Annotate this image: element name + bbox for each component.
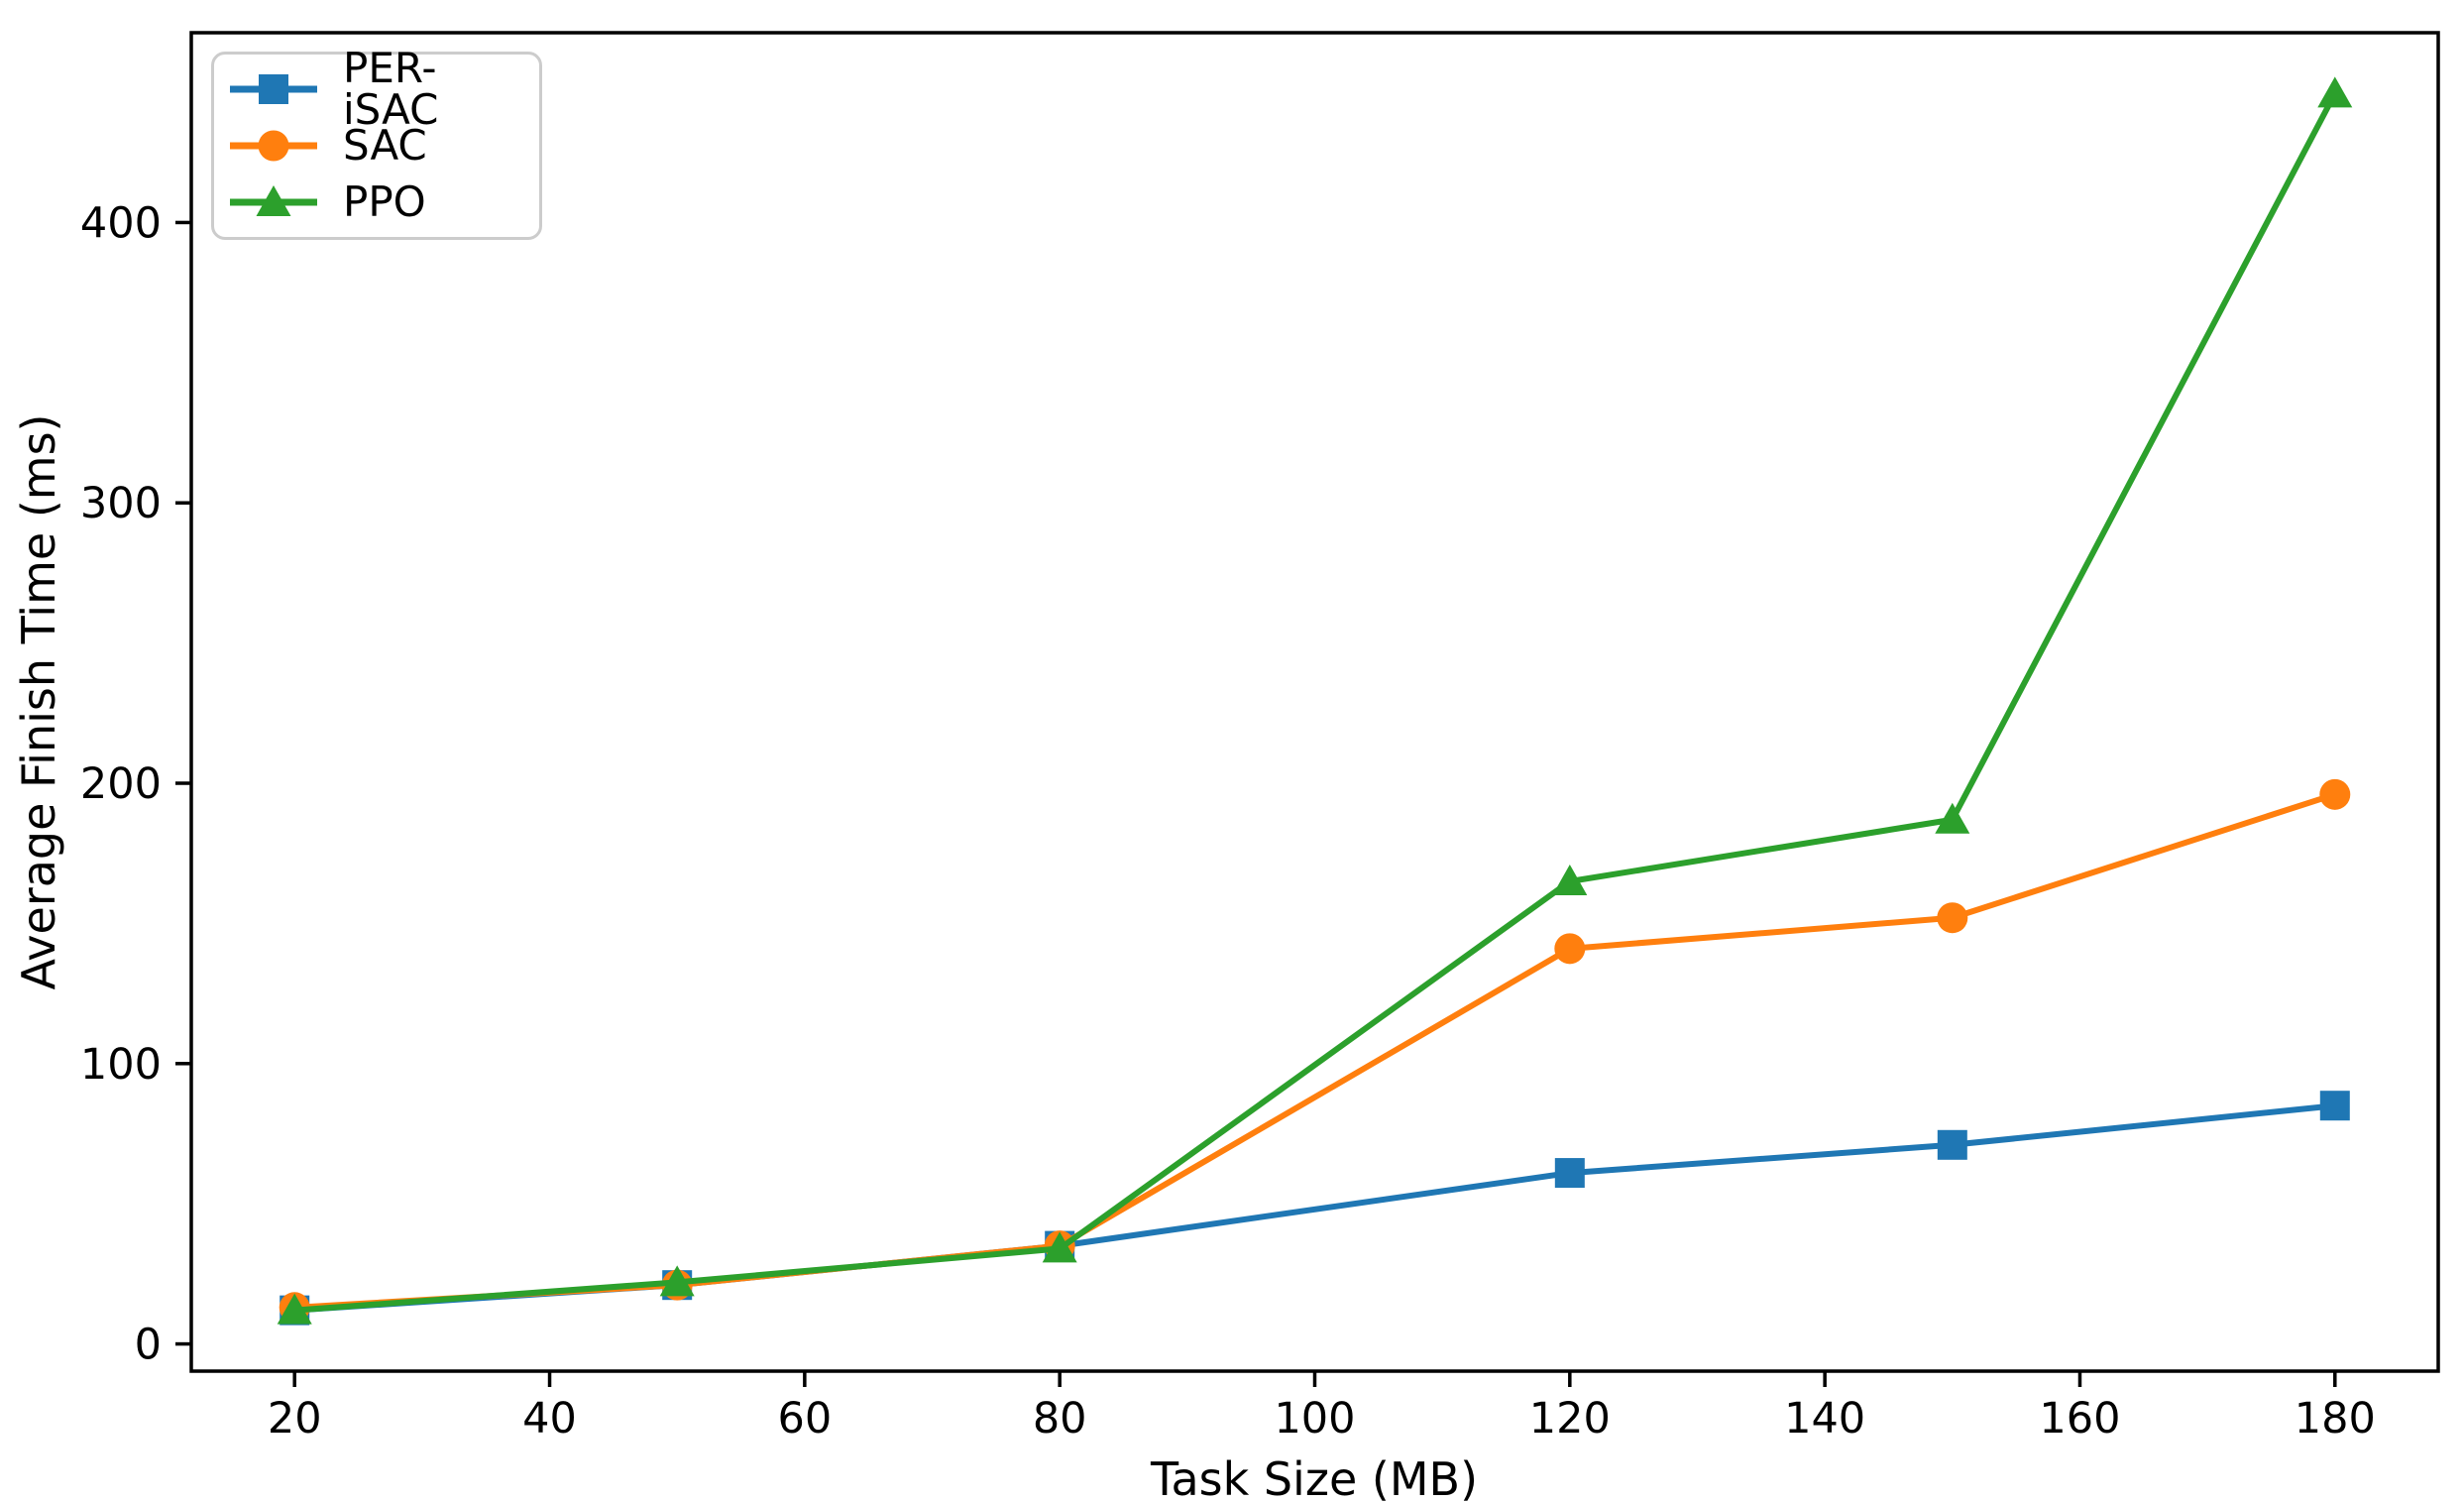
x-axis-label: Task Size (MB) <box>1150 1452 1478 1503</box>
series-line-ppo <box>293 91 2338 1314</box>
plot-border <box>189 31 2440 1373</box>
legend-item-sac: SAC <box>228 118 525 173</box>
circle-marker-icon <box>2319 778 2351 810</box>
y-tick-label: 0 <box>135 1321 162 1370</box>
x-tick-label: 80 <box>1033 1394 1087 1444</box>
square-marker-icon <box>259 74 288 104</box>
triangle-marker-icon <box>659 1265 695 1297</box>
triangle-marker-icon <box>277 1293 312 1325</box>
x-tick-label: 140 <box>1784 1394 1865 1444</box>
x-tick-label: 40 <box>522 1394 577 1444</box>
legend-label: PPO <box>343 177 426 226</box>
legend-label: PER-iSAC <box>343 44 439 134</box>
x-tick-label: 160 <box>2039 1394 2120 1444</box>
y-tick-label: 300 <box>80 479 162 528</box>
triangle-marker-icon <box>1935 802 1970 834</box>
legend-label: SAC <box>343 121 427 170</box>
y-tick-label: 400 <box>80 198 162 248</box>
legend-item-ppo: PPO <box>228 174 525 230</box>
circle-marker-icon <box>1937 902 1968 934</box>
y-axis-label: Average Finish Time (ms) <box>12 414 65 990</box>
legend-sample-circle <box>230 130 317 162</box>
x-tick-label: 100 <box>1274 1394 1355 1444</box>
triangle-marker-icon <box>2317 76 2353 108</box>
legend: PER-iSAC SAC PPO <box>211 48 542 240</box>
triangle-marker-icon <box>1552 864 1588 895</box>
legend-sample-square <box>230 74 317 104</box>
triangle-marker-icon <box>256 185 291 216</box>
y-tick-label: 200 <box>80 759 162 809</box>
square-marker-icon <box>1937 1129 1967 1160</box>
x-tick-label: 180 <box>2295 1394 2376 1444</box>
x-tick-label: 60 <box>777 1394 832 1444</box>
square-marker-icon <box>1554 1158 1585 1189</box>
series-line-per-isac <box>294 1102 2336 1314</box>
triangle-marker-icon <box>1042 1231 1077 1263</box>
x-tick-label: 20 <box>268 1394 322 1444</box>
series-line-sac <box>294 791 2336 1311</box>
y-tick-label: 100 <box>80 1040 162 1090</box>
legend-sample-triangle <box>230 185 317 216</box>
circle-marker-icon <box>258 130 289 162</box>
x-tick-label: 120 <box>1529 1394 1611 1444</box>
square-marker-icon <box>2319 1091 2350 1121</box>
circle-marker-icon <box>1554 933 1586 965</box>
legend-item-per-isac: PER-iSAC <box>228 48 525 131</box>
